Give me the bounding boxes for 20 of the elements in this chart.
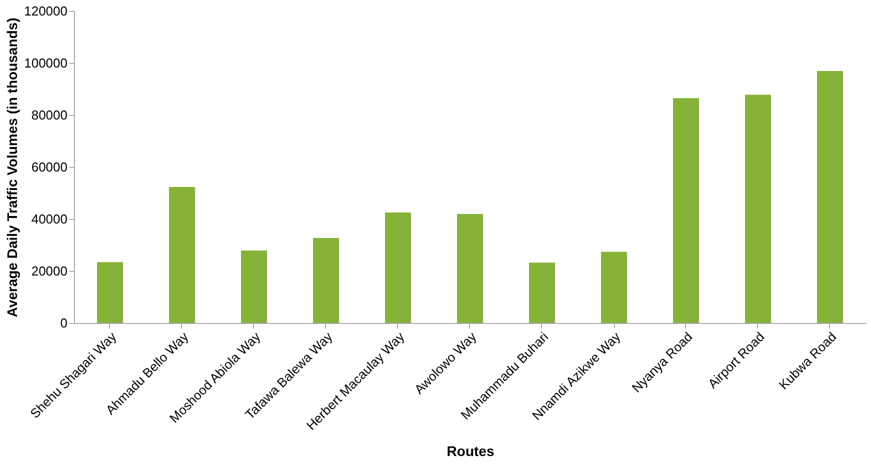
x-axis-title: Routes xyxy=(446,442,494,459)
bar xyxy=(529,262,555,323)
y-tick-label: 80000 xyxy=(31,108,68,122)
bar xyxy=(97,262,123,323)
y-tick-label: 100000 xyxy=(24,56,68,70)
y-axis-title: Average Daily Traffic Volumes (in thousands) xyxy=(4,18,20,318)
bar xyxy=(169,187,195,323)
y-tick-label: 20000 xyxy=(31,264,68,278)
y-tick-label: 0 xyxy=(60,316,68,330)
y-tick-label: 60000 xyxy=(31,160,68,174)
bar xyxy=(457,214,483,323)
y-tick-label: 120000 xyxy=(24,4,68,18)
bar xyxy=(817,71,843,323)
bar xyxy=(385,212,411,323)
bar xyxy=(745,94,771,323)
y-tick-label: 40000 xyxy=(31,212,68,226)
bar xyxy=(601,252,627,323)
bar xyxy=(313,238,339,323)
bar xyxy=(241,250,267,323)
bar xyxy=(673,98,699,323)
